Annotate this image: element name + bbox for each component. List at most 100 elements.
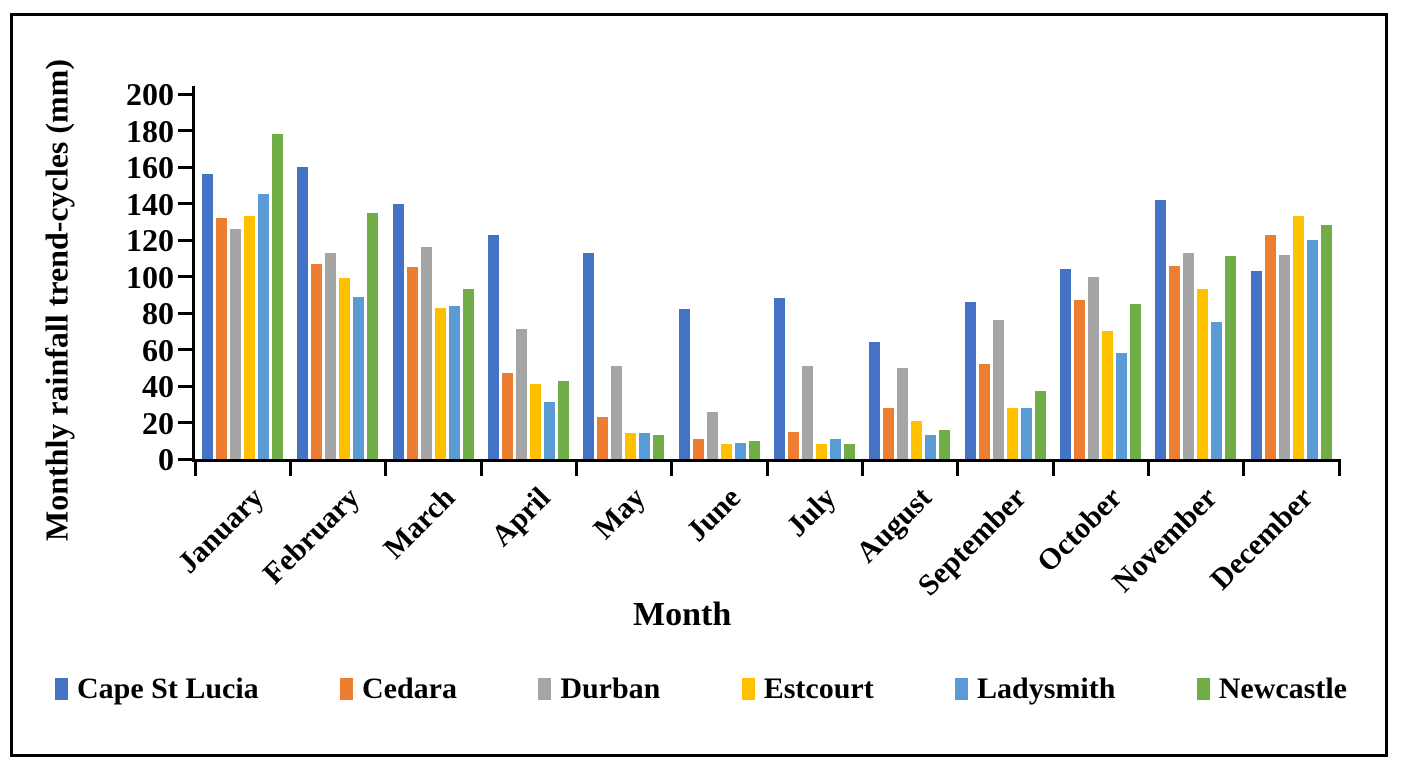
bar — [1034, 391, 1046, 459]
bar — [353, 296, 365, 459]
bar — [1264, 234, 1276, 459]
bar — [1088, 276, 1100, 459]
bar — [272, 134, 284, 459]
legend-label: Ladysmith — [977, 672, 1116, 705]
x-tick-mark — [574, 459, 578, 476]
legend-item: Cape St Lucia — [55, 672, 259, 706]
bar-group — [1053, 94, 1148, 459]
bar-group — [958, 94, 1053, 459]
legend-item: Ladysmith — [955, 672, 1115, 706]
legend-item: Cedara — [340, 672, 457, 706]
y-tick-label: 140 — [126, 185, 174, 222]
bar — [544, 402, 556, 459]
y-tick-mark — [178, 92, 192, 96]
bar — [897, 367, 909, 459]
x-tick-mark — [860, 459, 864, 476]
bar — [1102, 331, 1114, 459]
bar — [339, 278, 351, 459]
bar — [992, 320, 1004, 459]
bar — [625, 433, 637, 459]
bar — [734, 442, 746, 459]
bar — [230, 229, 242, 459]
bar — [558, 380, 570, 459]
bar — [1155, 199, 1167, 459]
bar — [530, 384, 542, 459]
bar — [653, 435, 665, 459]
bar — [1225, 256, 1237, 459]
bar — [244, 216, 256, 459]
bar — [1292, 216, 1304, 459]
bar — [516, 329, 528, 459]
y-tick-mark — [178, 165, 192, 169]
bar — [1130, 303, 1142, 459]
legend-label: Estcourt — [763, 672, 874, 705]
bar — [939, 429, 951, 459]
legend-marker — [955, 678, 969, 700]
legend-label: Cedara — [362, 672, 457, 705]
legend-marker — [340, 678, 354, 700]
y-tick-mark — [178, 129, 192, 132]
bar — [692, 438, 704, 459]
plot-area — [178, 86, 1341, 476]
bar — [883, 407, 895, 459]
bar — [1278, 254, 1290, 459]
bar — [802, 365, 814, 459]
y-tick-label: 200 — [126, 76, 174, 112]
bar — [869, 342, 881, 459]
bar — [502, 373, 514, 459]
y-tick-label: 160 — [126, 149, 174, 185]
legend-marker — [55, 678, 68, 700]
bar — [1197, 289, 1209, 459]
y-tick-label: 60 — [142, 331, 174, 368]
bar — [311, 263, 323, 459]
bar — [978, 364, 990, 459]
bar-group — [1148, 94, 1243, 459]
legend-label: Durban — [560, 672, 661, 705]
bar-group — [767, 94, 862, 459]
x-tick-mark — [384, 459, 388, 476]
bar — [911, 420, 923, 459]
bar — [434, 307, 446, 459]
bar — [720, 444, 732, 459]
bar-group — [386, 94, 481, 459]
bar — [258, 194, 270, 459]
bar-group — [481, 94, 576, 459]
bar — [1006, 407, 1018, 459]
bar — [1116, 353, 1128, 459]
bar — [392, 203, 404, 459]
x-tick-mark — [288, 459, 292, 476]
y-tick-mark — [178, 311, 192, 315]
legend-label: Cape St Lucia — [77, 672, 259, 705]
legend-marker — [538, 678, 552, 700]
y-tick-label: 100 — [126, 258, 174, 295]
bar — [816, 444, 828, 459]
bar — [1306, 240, 1318, 459]
bar — [462, 289, 474, 459]
x-axis-title: Month — [633, 596, 732, 633]
bar — [1183, 252, 1195, 459]
bar — [1250, 271, 1262, 459]
bar — [611, 365, 623, 459]
y-tick-mark — [178, 202, 192, 205]
bar — [925, 435, 937, 459]
bar-group — [290, 94, 385, 459]
legend-marker — [741, 678, 755, 700]
x-tick-mark — [1146, 459, 1150, 476]
x-tick-mark — [193, 459, 197, 476]
bar — [1211, 322, 1223, 459]
y-tick-label: 180 — [126, 112, 174, 149]
y-tick-mark — [178, 384, 192, 388]
bar — [202, 174, 214, 459]
bar — [1020, 407, 1032, 459]
y-tick-label: 20 — [142, 404, 174, 441]
legend-item: Estcourt — [741, 672, 874, 706]
bar — [1074, 300, 1086, 459]
legend-item: Newcastle — [1196, 672, 1347, 706]
y-tick-mark — [178, 348, 192, 351]
bar — [406, 267, 418, 459]
y-tick-mark — [178, 421, 192, 424]
bar — [1169, 265, 1181, 459]
legend-marker — [1196, 678, 1210, 700]
y-tick-mark — [178, 275, 192, 278]
x-tick-mark — [765, 459, 769, 476]
